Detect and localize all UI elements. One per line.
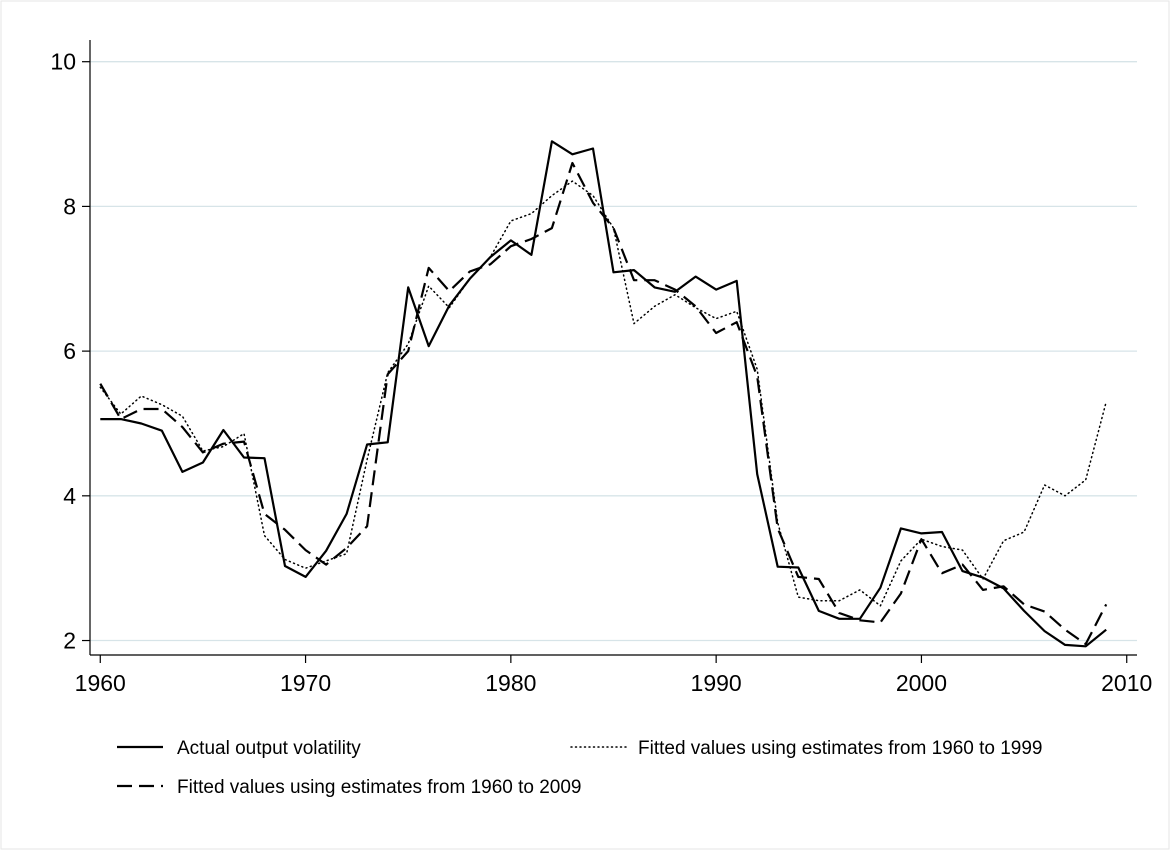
x-tick-label: 2000 (896, 670, 947, 696)
y-tick-label: 4 (63, 483, 76, 509)
x-tick-label: 2010 (1101, 670, 1152, 696)
gridlines (90, 61, 1137, 642)
y-tick-label: 8 (63, 193, 76, 219)
y-tick-label: 10 (50, 49, 76, 75)
legend-label-fitted-1999: Fitted values using estimates from 1960 … (638, 738, 1043, 759)
x-tick-label: 1990 (691, 670, 742, 696)
y-tick-label: 2 (63, 628, 76, 654)
legend-item-actual: Actual output volatility (117, 738, 361, 759)
legend-item-fitted-1999: Fitted values using estimates from 1960 … (570, 738, 1043, 759)
series-line-solid (100, 140, 1107, 648)
legend: Actual output volatility Fitted values u… (117, 738, 1043, 798)
x-tick-label: 1960 (75, 670, 126, 696)
x-tick-label: 1970 (280, 670, 331, 696)
y-tick-label: 6 (63, 338, 76, 364)
series-layer (99, 140, 1108, 648)
legend-label-actual: Actual output volatility (177, 738, 361, 759)
legend-item-fitted-2009: Fitted values using estimates from 1960 … (117, 777, 582, 798)
x-tick-label: 1980 (485, 670, 536, 696)
legend-label-fitted-2009: Fitted values using estimates from 1960 … (177, 777, 582, 798)
axes: 2 4 6 8 10 1960 1970 1980 1990 2000 2010 (50, 40, 1152, 696)
